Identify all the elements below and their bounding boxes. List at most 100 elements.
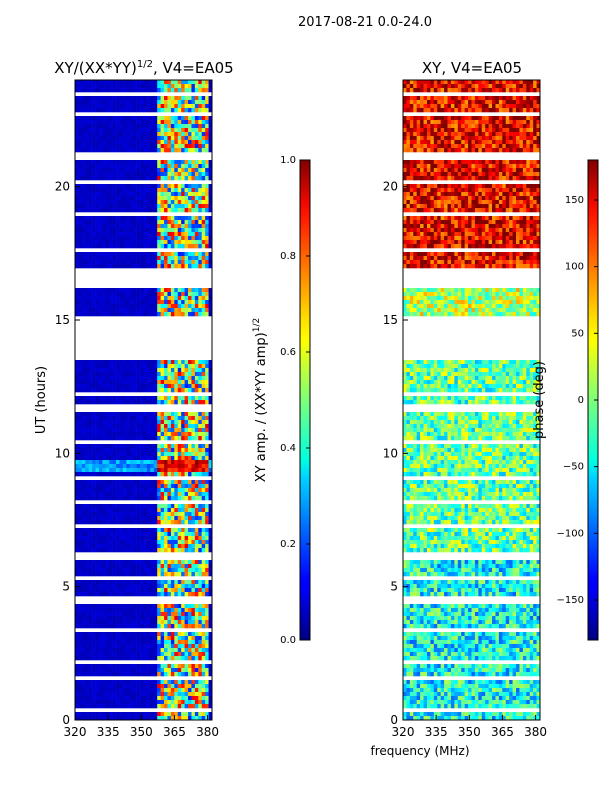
- amp-cell: [119, 372, 124, 377]
- amp-cell: [194, 172, 199, 177]
- amp-cell: [188, 104, 192, 109]
- amp-cell: [153, 240, 158, 245]
- amp-cell: [136, 612, 141, 617]
- amp-cell: [157, 692, 161, 697]
- amp-cell: [143, 108, 148, 113]
- amp-cell: [150, 300, 155, 305]
- amp-cell: [157, 484, 161, 489]
- amp-cell: [157, 428, 161, 433]
- amp-cell: [112, 432, 117, 437]
- amp-cell: [88, 604, 93, 609]
- amp-cell: [116, 684, 120, 689]
- amp-cell: [174, 216, 179, 221]
- amp-cell: [194, 584, 199, 589]
- amp-cell: [140, 568, 144, 573]
- amp-cell: [85, 544, 89, 549]
- amp-cell: [201, 176, 206, 181]
- amp-cell: [153, 620, 158, 625]
- amp-cell: [129, 504, 134, 509]
- amp-cell: [146, 420, 151, 425]
- amp-cell: [205, 128, 209, 133]
- amp-cell: [184, 224, 189, 229]
- phase-cell: [536, 80, 541, 85]
- amp-cell: [208, 424, 213, 429]
- amp-cell: [160, 148, 165, 153]
- amp-cell: [201, 420, 206, 425]
- amp-cell: [95, 376, 100, 381]
- amp-cell: [184, 512, 189, 517]
- amp-cell: [191, 416, 196, 421]
- amp-cell: [119, 624, 124, 629]
- amp-cell: [85, 636, 89, 641]
- amp-cell: [95, 580, 100, 585]
- amp-cell: [140, 460, 144, 465]
- amp-cell: [205, 172, 209, 177]
- amp-cell: [194, 424, 199, 429]
- amp-cell: [116, 232, 120, 237]
- amp-cell: [157, 224, 161, 229]
- amp-cell: [167, 396, 172, 401]
- amp-title: XY/(XX*YY)1/2, V4=EA05: [54, 59, 233, 77]
- amp-cell: [164, 236, 168, 241]
- amp-cell: [75, 292, 79, 297]
- amp-cell: [153, 176, 158, 181]
- amp-cell: [126, 620, 131, 625]
- amp-cell: [177, 188, 182, 193]
- amp-cell: [140, 516, 144, 521]
- amp-cell: [122, 184, 127, 189]
- amp-cell: [78, 136, 83, 141]
- amp-cell: [201, 172, 206, 177]
- amp-cell: [143, 448, 148, 453]
- amp-cell: [174, 472, 179, 477]
- amp-cell: [98, 644, 103, 649]
- amp-cell: [188, 568, 192, 573]
- amp-cell: [98, 236, 103, 241]
- amp-cell: [92, 472, 96, 477]
- amp-cell: [143, 504, 148, 509]
- amp-cell: [133, 364, 137, 369]
- amp-cell: [95, 256, 100, 261]
- amp-cell: [177, 312, 182, 317]
- amp-cell: [102, 124, 107, 129]
- amp-cell: [129, 224, 134, 229]
- amp-cell: [177, 200, 182, 205]
- amp-cell: [164, 480, 168, 485]
- amp-cell: [170, 396, 175, 401]
- amp-cell: [119, 420, 124, 425]
- phase-cell: [478, 88, 483, 93]
- amp-cell: [150, 516, 155, 521]
- amp-cell: [92, 296, 96, 301]
- amp-cell: [167, 592, 172, 597]
- amp-cell: [201, 96, 206, 101]
- amp-cell: [174, 512, 179, 517]
- amp-cell: [133, 200, 137, 205]
- amp-cell: [136, 108, 141, 113]
- amp-cell: [129, 216, 134, 221]
- amp-cell: [126, 584, 131, 589]
- amp-cell: [184, 444, 189, 449]
- amp-cell: [119, 256, 124, 261]
- amp-cell: [160, 292, 165, 297]
- amp-cell: [122, 636, 127, 641]
- amp-cell: [102, 216, 107, 221]
- amp-cell: [208, 456, 213, 461]
- amp-cell: [208, 592, 213, 597]
- amp-cell: [191, 520, 196, 525]
- amp-cell: [150, 240, 155, 245]
- phase-cell: [444, 80, 448, 85]
- amp-cell: [194, 436, 199, 441]
- amp-cell: [160, 528, 165, 533]
- amp-cell: [188, 224, 192, 229]
- amp-cell: [102, 460, 107, 465]
- amp-cell: [167, 388, 172, 393]
- amp-cell: [119, 136, 124, 141]
- amp-cell: [177, 368, 182, 373]
- amp-cell: [194, 568, 199, 573]
- amp-cell: [157, 536, 161, 541]
- amp-cell: [208, 568, 213, 573]
- amp-cell: [150, 484, 155, 489]
- amp-cell: [198, 364, 203, 369]
- amp-cell: [164, 144, 168, 149]
- amp-cell: [201, 432, 206, 437]
- amp-cell: [126, 480, 131, 485]
